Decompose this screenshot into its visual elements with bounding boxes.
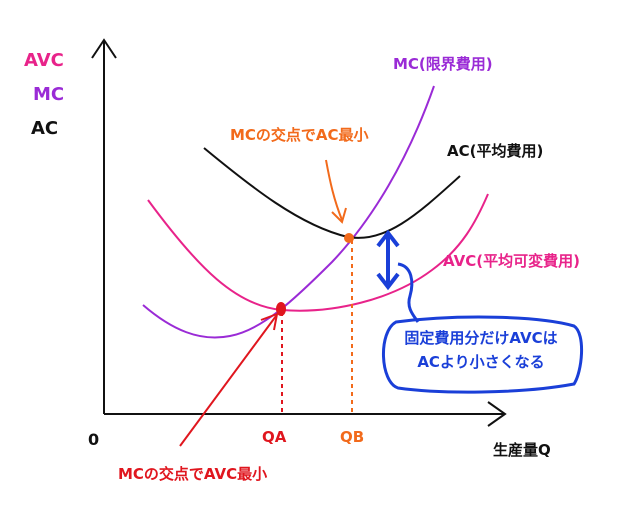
gap-arrow-bottom-head <box>376 272 400 291</box>
x-axis-label: 生産量Q <box>493 441 551 459</box>
legend-mc: MC <box>33 84 65 105</box>
qb-label: QB <box>340 428 365 446</box>
qa-label: QA <box>262 428 287 446</box>
ac-min-pointer-head <box>331 207 347 224</box>
legend-ac: AC <box>31 118 59 139</box>
avc-min-annotation: MCの交点でAVC最小 <box>118 465 268 483</box>
ac-min-pointer <box>325 159 343 221</box>
note-bubble <box>382 315 584 394</box>
ac-curve <box>203 147 461 239</box>
ac-curve-label: AC(平均費用) <box>447 142 544 160</box>
mc-curve <box>142 85 435 339</box>
ac-min-point <box>344 233 354 243</box>
mc-curve-label: MC(限界費用) <box>393 55 493 73</box>
note-line-1: 固定費用分だけAVCは <box>404 329 558 347</box>
avc-min-pointer-head <box>260 312 279 331</box>
note-connector <box>397 262 420 323</box>
x-axis-arrowhead <box>487 401 507 427</box>
avc-min-point <box>276 302 286 316</box>
avc-min-pointer <box>179 315 277 447</box>
note-line-2: ACより小さくなる <box>417 353 545 371</box>
ac-min-annotation: MCの交点でAC最小 <box>230 126 369 144</box>
note-text: 固定費用分だけAVCは ACより小さくなる <box>386 326 576 374</box>
legend-avc: AVC <box>24 50 64 71</box>
avc-curve-label: AVC(平均可変費用) <box>443 252 580 270</box>
origin-label: 0 <box>88 430 100 449</box>
avc-curve <box>147 193 489 312</box>
gap-arrow-top-head <box>376 229 400 248</box>
y-axis-arrowhead <box>91 38 117 59</box>
